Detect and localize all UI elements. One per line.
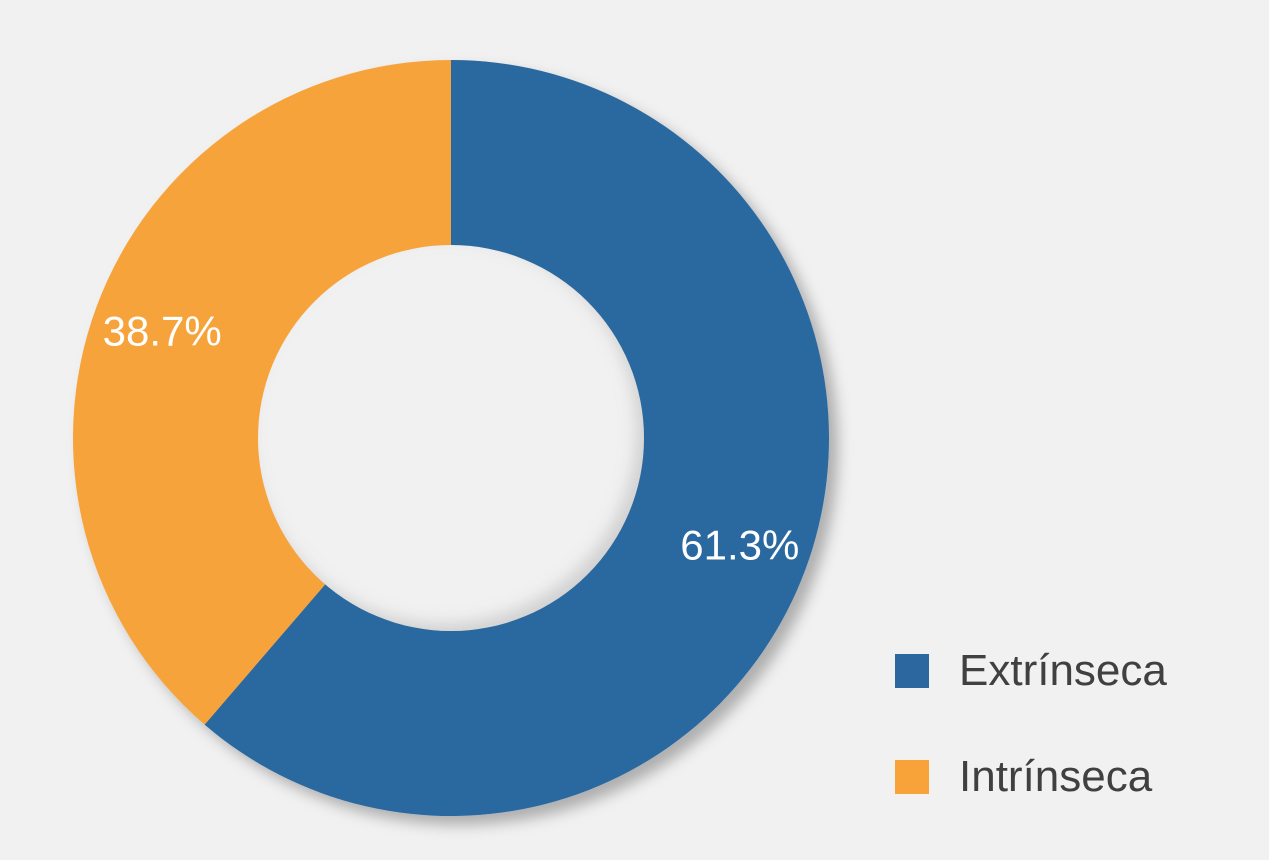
slice-intrinseca [72, 60, 452, 725]
legend-swatch-intrinseca [895, 760, 929, 794]
donut-hole [258, 245, 644, 631]
legend: Extrínseca Intrínseca [895, 618, 1167, 830]
data-label-extrinseca: 61.3% [680, 522, 799, 569]
legend-swatch-extrinseca [895, 654, 929, 688]
legend-label-extrinseca: Extrínseca [959, 646, 1167, 695]
legend-label-intrinseca: Intrínseca [959, 752, 1153, 801]
legend-item-extrinseca: Extrínseca [895, 618, 1167, 724]
data-label-intrinseca: 38.7% [103, 307, 222, 354]
legend-item-intrinseca: Intrínseca [895, 724, 1167, 830]
